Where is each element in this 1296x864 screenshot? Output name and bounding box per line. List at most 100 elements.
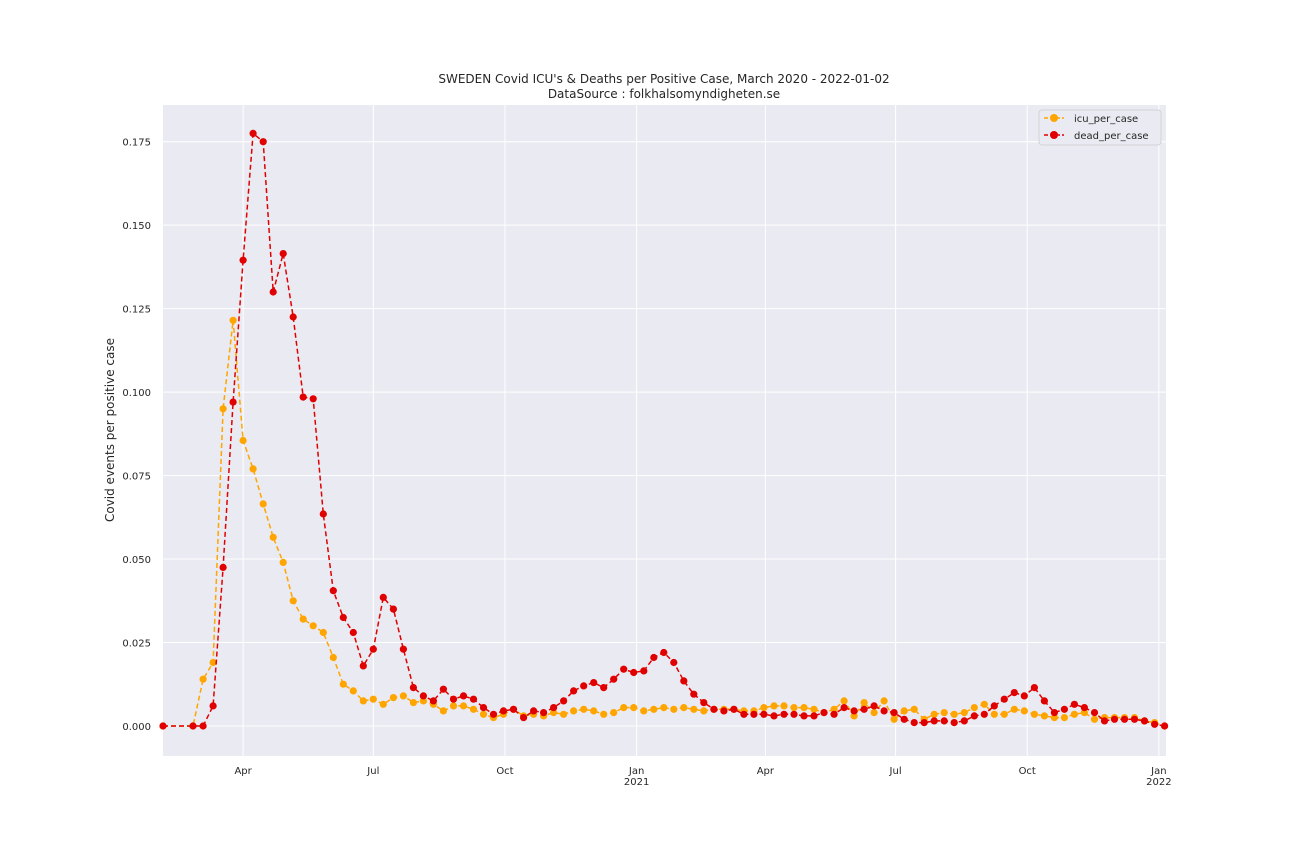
icu_per_case-point bbox=[960, 709, 968, 717]
icu_per_case-point bbox=[1080, 709, 1088, 717]
dead_per_case-point bbox=[489, 710, 498, 718]
icu_per_case-point bbox=[229, 316, 237, 324]
plot-area bbox=[163, 105, 1166, 756]
icu_per_case-point bbox=[650, 705, 658, 713]
dead_per_case-point bbox=[740, 710, 748, 718]
icu_per_case-point bbox=[1010, 705, 1018, 713]
dead_per_case-point bbox=[630, 668, 638, 677]
legend-box bbox=[1038, 109, 1162, 146]
series-layer bbox=[159, 129, 1169, 730]
dead_per_case-point bbox=[459, 692, 468, 700]
icu_per_case-point bbox=[770, 702, 778, 710]
dead_per_case-point bbox=[299, 393, 307, 401]
dead_per_case-point bbox=[1020, 692, 1028, 700]
dead_per_case-point bbox=[389, 605, 397, 613]
icu_per_case-point bbox=[379, 700, 387, 708]
x-tick-label: Jul bbox=[366, 766, 379, 777]
dead_per_case-point bbox=[1080, 704, 1088, 712]
icu_per_case-point bbox=[840, 697, 848, 705]
dead_per_case-point bbox=[530, 707, 538, 715]
icu_per_case-point bbox=[890, 715, 898, 723]
dead_per_case-point bbox=[1151, 720, 1159, 728]
icu_per_case-point bbox=[660, 704, 668, 712]
y-axis-label: Covid events per positive case bbox=[103, 338, 117, 522]
icu_per_case-point bbox=[1050, 714, 1058, 722]
icu_per_case-point bbox=[409, 699, 417, 707]
legend-icu-marker bbox=[1050, 114, 1058, 122]
icu_per_case-point bbox=[1000, 710, 1008, 718]
icu_per_case-point bbox=[670, 705, 678, 713]
dead_per_case-point bbox=[900, 715, 908, 723]
icu_per_case-point bbox=[640, 707, 648, 715]
icu_per_case-point bbox=[209, 658, 217, 667]
dead_per_case-point bbox=[359, 662, 367, 670]
dead_per_case-point bbox=[760, 710, 768, 718]
legend: icu_per_case dead_per_case bbox=[1038, 109, 1162, 146]
icu_per_case-point bbox=[560, 710, 568, 718]
dead_per_case-point bbox=[970, 712, 978, 720]
dead_per_case-point bbox=[580, 682, 588, 690]
x-tick-label: Oct bbox=[1019, 766, 1036, 777]
dead_per_case-point bbox=[550, 704, 558, 712]
icu_per_case-point bbox=[249, 465, 257, 473]
icu_per_case-point bbox=[349, 687, 357, 695]
dead_per_case-point bbox=[840, 704, 848, 712]
dead_per_case-point bbox=[700, 699, 708, 707]
icu_per_case-point bbox=[790, 704, 798, 712]
grid bbox=[163, 105, 1166, 756]
dead_per_case-point bbox=[800, 712, 808, 720]
dead_per_case-point bbox=[1050, 709, 1058, 717]
icu_per_case-point bbox=[299, 615, 307, 623]
icu_per_case-point bbox=[590, 707, 598, 715]
dead_per_case-point bbox=[279, 250, 287, 258]
x-tick-year-label: 2022 bbox=[1146, 777, 1171, 788]
dead_per_case-point bbox=[309, 395, 317, 403]
icu_per_case-point bbox=[369, 695, 377, 703]
x-tick-label: Apr bbox=[757, 766, 775, 777]
dead_per_case-point bbox=[329, 587, 337, 595]
icu_per_case-point bbox=[479, 710, 488, 718]
y-tick-label: 0.050 bbox=[122, 555, 151, 566]
icu_per_case-point bbox=[449, 702, 458, 710]
legend-dead-label: dead_per_case bbox=[1074, 131, 1149, 142]
dead_per_case-point bbox=[820, 709, 828, 717]
dead_per_case-point bbox=[680, 677, 688, 685]
dead_per_case-point bbox=[269, 288, 277, 296]
icu_per_case-point bbox=[680, 704, 688, 712]
y-tick-label: 0.150 bbox=[122, 221, 151, 232]
icu_per_case-point bbox=[980, 700, 988, 708]
icu_per_case-point bbox=[900, 707, 908, 715]
icu_per_case-point bbox=[199, 675, 207, 683]
dead_per_case-point bbox=[980, 710, 988, 718]
dead_per_case-point bbox=[209, 702, 217, 710]
chart-title: SWEDEN Covid ICU's & Deaths per Positive… bbox=[438, 72, 889, 86]
y-tick-label: 0.025 bbox=[122, 638, 151, 649]
dead_per_case-point bbox=[990, 702, 998, 710]
dead_per_case-point bbox=[369, 645, 377, 653]
icu_per_case-point bbox=[469, 705, 478, 713]
dead_per_case-point bbox=[780, 710, 788, 718]
dead_per_case-point bbox=[710, 705, 718, 713]
dead_per_case-point bbox=[1130, 715, 1139, 723]
icu_per_case-point bbox=[269, 533, 277, 541]
dead_per_case-point bbox=[499, 707, 508, 715]
dead_per_case-point bbox=[1140, 717, 1149, 725]
dead_per_case-point bbox=[770, 712, 778, 720]
dead_per_case-point bbox=[419, 692, 427, 700]
icu_per_case-point bbox=[850, 712, 858, 720]
icu_per_case-point bbox=[289, 597, 297, 605]
dead_per_case-point bbox=[730, 705, 738, 713]
dead_per_case-point bbox=[620, 665, 628, 673]
y-tick-label: 0.000 bbox=[122, 722, 151, 733]
icu_per_case-point bbox=[239, 436, 247, 445]
dead_per_case-point bbox=[610, 675, 618, 683]
icu_per_case-point bbox=[419, 697, 427, 705]
dead_per_case-point bbox=[660, 648, 668, 657]
dead_per_case-point bbox=[409, 684, 417, 692]
dead_per_case-point bbox=[880, 707, 888, 715]
dead_per_case-point bbox=[560, 697, 568, 705]
icu_per_case-point bbox=[439, 707, 447, 715]
dead_per_case-point bbox=[750, 710, 758, 718]
dead_per_case-point bbox=[239, 256, 247, 264]
